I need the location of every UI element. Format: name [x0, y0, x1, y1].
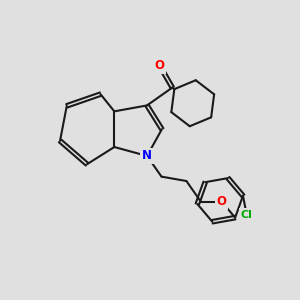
Text: Cl: Cl: [241, 210, 253, 220]
Text: O: O: [217, 195, 227, 208]
Text: O: O: [154, 59, 164, 72]
Text: N: N: [142, 149, 152, 162]
